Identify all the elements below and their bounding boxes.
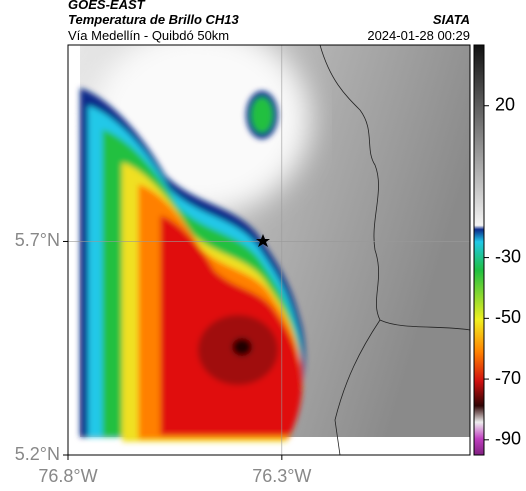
source: GOES-EAST bbox=[68, 0, 146, 12]
title: Temperatura de Brillo CH13 bbox=[68, 12, 240, 27]
agency: SIATA bbox=[433, 12, 470, 27]
y-tick-label: 5.7°N bbox=[15, 230, 60, 250]
satellite-image bbox=[80, 45, 470, 455]
graticule bbox=[68, 45, 470, 455]
plot-frame bbox=[67, 44, 471, 456]
colorbar-tick-label: 20 bbox=[495, 94, 515, 114]
y-tick-label: 5.2°N bbox=[15, 444, 60, 464]
subtitle: Vía Medellín - Quibdó 50km bbox=[68, 28, 229, 43]
datetime: 2024-01-28 00:29 bbox=[367, 28, 470, 43]
colorbar-tick-label: -50 bbox=[495, 307, 521, 327]
x-tick-label: 76.8°W bbox=[38, 466, 97, 486]
colorbar-tick-label: -30 bbox=[495, 246, 521, 266]
colorbar-tick-label: -70 bbox=[495, 368, 521, 388]
colorbar-tick-label: -90 bbox=[495, 429, 521, 449]
colorbar bbox=[473, 44, 485, 456]
city-marker bbox=[256, 234, 270, 247]
x-tick-label: 76.3°W bbox=[252, 466, 311, 486]
